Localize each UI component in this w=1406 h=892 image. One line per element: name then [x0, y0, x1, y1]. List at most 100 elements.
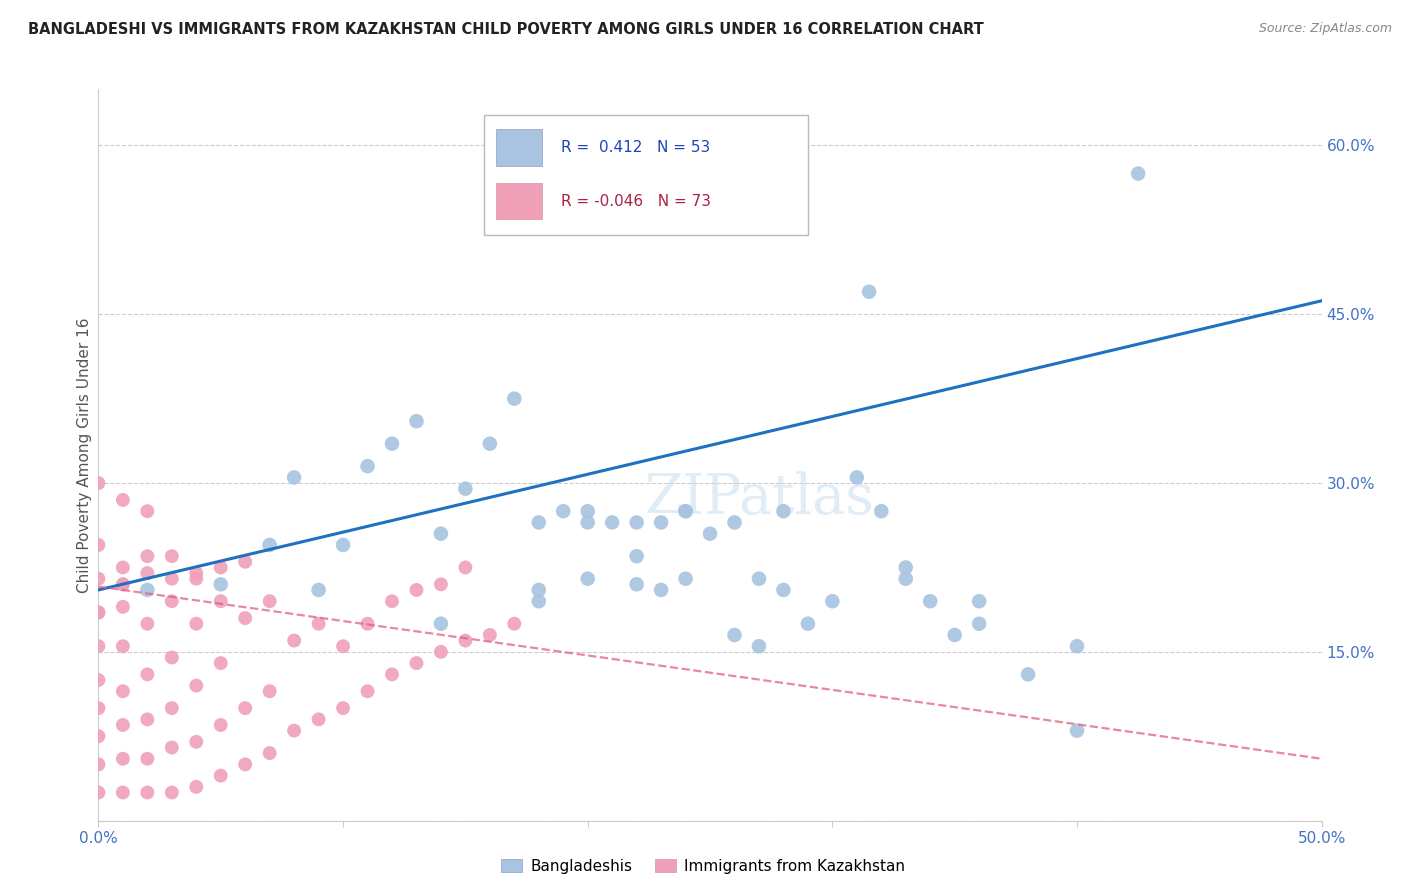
Point: [478, 436, 501, 450]
Point: [136, 785, 159, 799]
FancyBboxPatch shape: [496, 183, 543, 219]
Point: [381, 667, 404, 681]
Point: [233, 611, 256, 625]
Y-axis label: Child Poverty Among Girls Under 16: Child Poverty Among Girls Under 16: [77, 318, 91, 592]
Point: [160, 650, 183, 665]
Point: [136, 504, 159, 518]
Point: [259, 684, 281, 698]
Point: [723, 516, 745, 530]
Point: [136, 712, 159, 726]
Point: [160, 740, 183, 755]
Point: [405, 656, 427, 670]
Point: [675, 504, 697, 518]
Point: [111, 492, 134, 507]
Point: [430, 526, 453, 541]
Point: [136, 667, 159, 681]
Point: [748, 572, 770, 586]
Legend: Bangladeshis, Immigrants from Kazakhstan: Bangladeshis, Immigrants from Kazakhstan: [495, 853, 911, 880]
Point: [160, 549, 183, 564]
Point: [160, 785, 183, 799]
Point: [405, 414, 427, 428]
Text: BANGLADESHI VS IMMIGRANTS FROM KAZAKHSTAN CHILD POVERTY AMONG GIRLS UNDER 16 COR: BANGLADESHI VS IMMIGRANTS FROM KAZAKHSTA…: [28, 22, 984, 37]
Point: [478, 628, 501, 642]
Point: [527, 582, 550, 597]
Point: [136, 582, 159, 597]
Point: [160, 572, 183, 586]
Point: [233, 555, 256, 569]
Point: [675, 572, 697, 586]
Point: [111, 560, 134, 574]
Point: [894, 572, 917, 586]
Point: [111, 577, 134, 591]
Point: [111, 639, 134, 653]
Point: [332, 639, 354, 653]
Point: [675, 504, 697, 518]
Text: ZIPatlas: ZIPatlas: [644, 472, 875, 526]
Point: [186, 735, 208, 749]
Point: [821, 594, 844, 608]
Point: [405, 582, 427, 597]
Point: [943, 628, 966, 642]
Point: [209, 656, 232, 670]
Point: [503, 616, 526, 631]
Point: [356, 616, 378, 631]
Point: [87, 639, 110, 653]
Point: [650, 516, 672, 530]
Point: [160, 701, 183, 715]
Point: [553, 504, 575, 518]
Point: [1017, 667, 1039, 681]
Point: [967, 594, 990, 608]
Point: [527, 594, 550, 608]
Point: [381, 436, 404, 450]
Point: [186, 572, 208, 586]
Point: [209, 577, 232, 591]
Point: [626, 549, 648, 564]
Point: [87, 572, 110, 586]
Point: [186, 566, 208, 580]
Point: [1066, 723, 1088, 738]
Text: Source: ZipAtlas.com: Source: ZipAtlas.com: [1258, 22, 1392, 36]
Point: [356, 684, 378, 698]
Point: [381, 594, 404, 608]
Point: [894, 560, 917, 574]
Point: [283, 470, 305, 484]
Point: [845, 470, 868, 484]
Point: [87, 673, 110, 687]
Point: [259, 594, 281, 608]
Point: [576, 504, 599, 518]
Point: [87, 538, 110, 552]
Text: R =  0.412   N = 53: R = 0.412 N = 53: [561, 140, 710, 155]
Point: [356, 459, 378, 474]
Point: [233, 701, 256, 715]
Point: [967, 616, 990, 631]
Point: [136, 549, 159, 564]
Point: [209, 560, 232, 574]
Point: [87, 606, 110, 620]
Point: [87, 606, 110, 620]
Point: [111, 577, 134, 591]
Point: [1066, 639, 1088, 653]
Point: [87, 701, 110, 715]
Point: [87, 757, 110, 772]
Point: [308, 712, 330, 726]
Point: [186, 679, 208, 693]
FancyBboxPatch shape: [484, 115, 808, 235]
Point: [858, 285, 880, 299]
Point: [332, 701, 354, 715]
Point: [136, 566, 159, 580]
Point: [430, 577, 453, 591]
Point: [626, 516, 648, 530]
Point: [332, 538, 354, 552]
Point: [87, 729, 110, 743]
Point: [454, 633, 477, 648]
Point: [772, 582, 794, 597]
Point: [233, 757, 256, 772]
Point: [283, 723, 305, 738]
Point: [111, 718, 134, 732]
Point: [515, 189, 537, 203]
Point: [160, 594, 183, 608]
Point: [259, 538, 281, 552]
Point: [626, 577, 648, 591]
Point: [576, 516, 599, 530]
Point: [454, 482, 477, 496]
